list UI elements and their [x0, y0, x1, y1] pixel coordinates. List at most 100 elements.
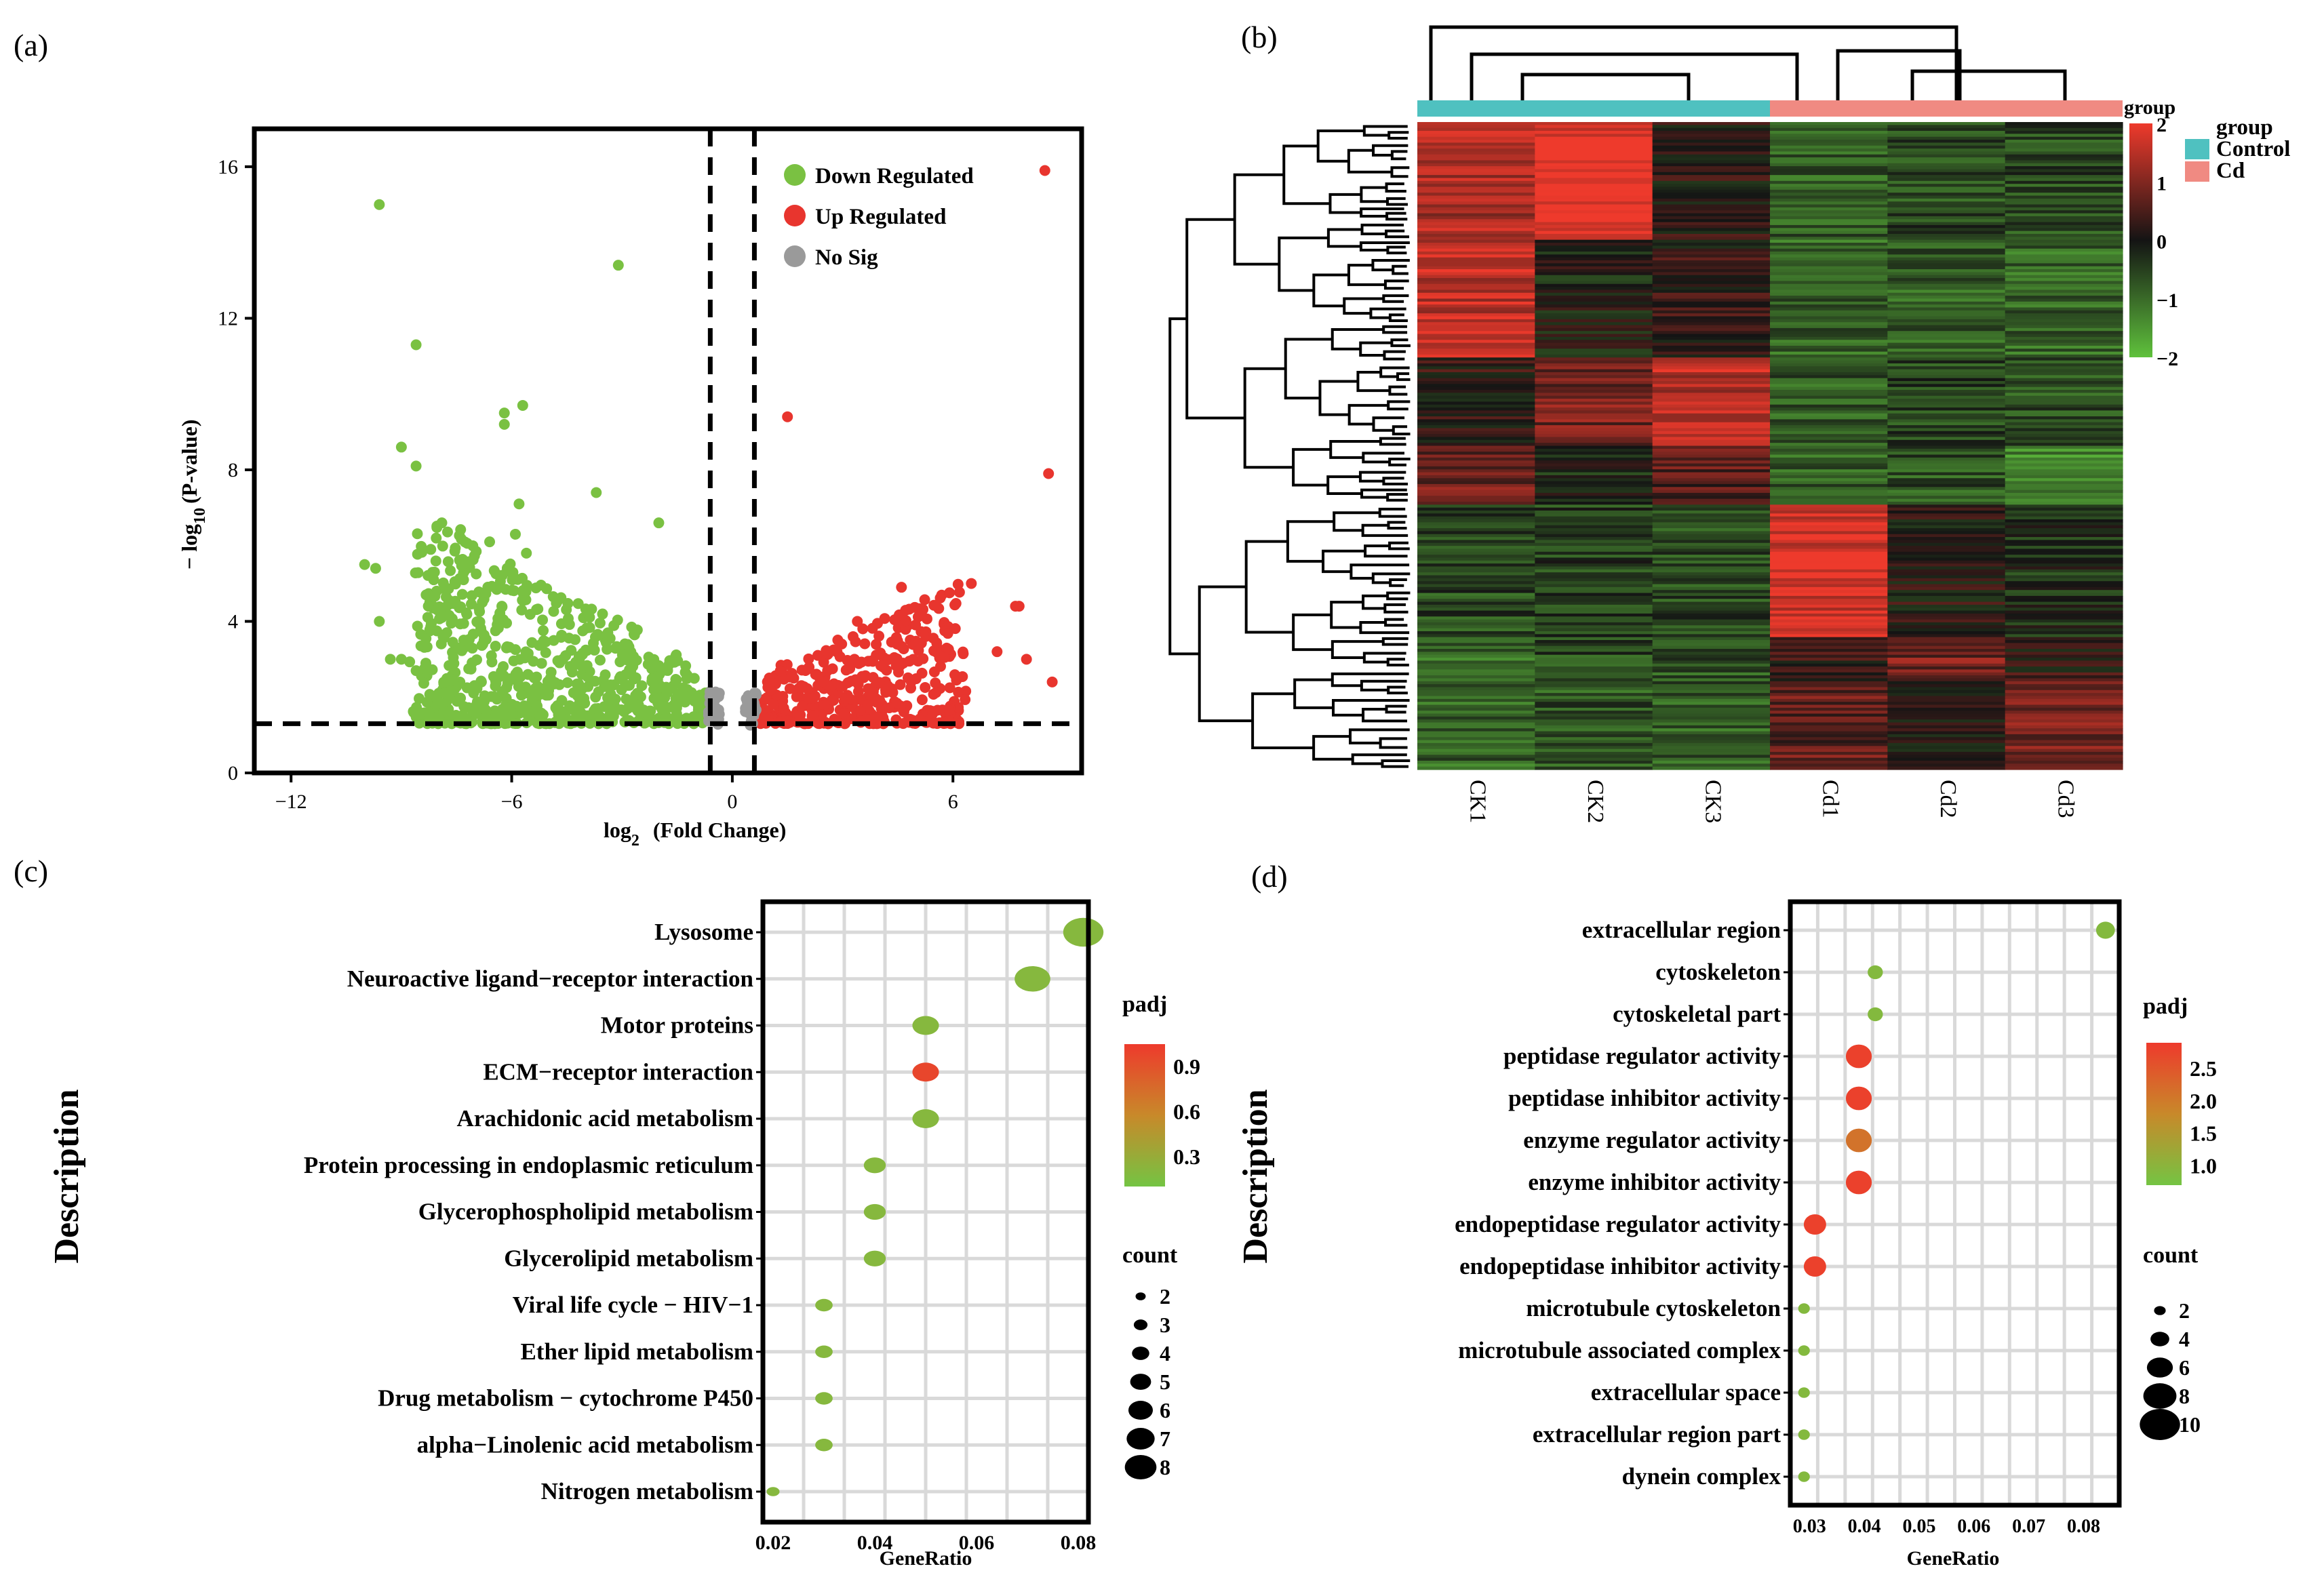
- heatmap-cell: [2005, 345, 2123, 349]
- heatmap-cell: [1535, 272, 1653, 276]
- heatmap-cell: [1417, 310, 1535, 314]
- up-point: [853, 658, 865, 669]
- heatmap-cell: [1652, 619, 1771, 623]
- down-point: [625, 666, 637, 678]
- volcano-y-axis-title: − log10(P-value): [177, 419, 209, 570]
- heatmap-cell: [1535, 557, 1653, 561]
- heatmap-cell: [1770, 713, 1888, 717]
- heatmap-cell: [1652, 599, 1771, 603]
- heatmap-cell: [1535, 593, 1653, 597]
- heatmap-cell: [1887, 652, 2006, 656]
- heatmap-cell: [1535, 148, 1653, 153]
- heatmap-cell: [2005, 472, 2123, 476]
- row-dendrogram-branch: [1390, 166, 1410, 178]
- heatmap-cell: [2005, 604, 2123, 608]
- heatmap-cell: [1652, 134, 1771, 138]
- down-point: [644, 705, 656, 717]
- heatmap-cell: [2005, 610, 2123, 614]
- heatmap-cell: [1535, 528, 1653, 532]
- heatmap-cell: [2005, 233, 2123, 237]
- heatmap-cell: [2005, 375, 2123, 379]
- heatmap-cell: [1417, 175, 1535, 179]
- heatmap-cell: [1887, 224, 2006, 228]
- row-dendrogram-branch: [1382, 294, 1409, 303]
- heatmap-cell: [1770, 319, 1888, 323]
- heatmap-cell: [2005, 702, 2123, 706]
- heatmap-cell: [1535, 696, 1653, 700]
- heatmap-cell: [1770, 127, 1888, 132]
- heatmap-cell: [1652, 483, 1771, 487]
- heatmap-cell: [1770, 175, 1888, 179]
- down-point: [566, 645, 577, 656]
- heatmap-cell: [1887, 672, 2006, 676]
- term-dot: [1798, 1429, 1810, 1440]
- heatmap-cell: [1535, 643, 1653, 647]
- heatmap-cell: [1535, 434, 1653, 438]
- heatmap-cell: [1535, 372, 1653, 376]
- term-label: ECM−receptor interaction: [483, 1058, 753, 1085]
- heatmap-cell: [1887, 310, 2006, 314]
- heatmap-cell: [1535, 734, 1653, 738]
- row-dendrogram-branch: [1384, 618, 1408, 627]
- heatmap-cell: [1417, 248, 1535, 252]
- heatmap-cell: [1770, 413, 1888, 417]
- heatmap-cell: [1770, 351, 1888, 355]
- heatmap-cell: [1770, 390, 1888, 393]
- heatmap-cell: [1535, 252, 1653, 255]
- heatmap-cell: [1770, 122, 1888, 125]
- heatmap-cell: [2005, 719, 2123, 723]
- heatmap-cell: [1652, 704, 1771, 709]
- heatmap-cell: [1652, 242, 1771, 246]
- heatmap-cell: [1652, 658, 1771, 661]
- heatmap-cell: [1535, 551, 1653, 555]
- heatmap-cell: [1887, 749, 2006, 753]
- heatmap-cell: [2005, 595, 2123, 599]
- x-tick-label: 0.05: [1902, 1516, 1935, 1537]
- heatmap-cell: [1770, 616, 1888, 620]
- go-count-title: count: [2143, 1243, 2199, 1268]
- heatmap-cell: [1535, 228, 1653, 232]
- heatmap-cell: [1770, 354, 1888, 358]
- heatmap-cell: [1417, 652, 1535, 656]
- heatmap-cell: [1887, 634, 2006, 638]
- heatmap-cell: [1535, 766, 1653, 770]
- heatmap-cell: [2005, 658, 2123, 661]
- row-dendrogram-branch: [1379, 737, 1408, 749]
- down-point: [507, 567, 518, 579]
- heatmap-cell: [1652, 640, 1771, 643]
- heatmap-cell: [1535, 740, 1653, 744]
- heatmap-cell: [1417, 660, 1535, 664]
- heatmap-cell: [1887, 540, 2006, 544]
- heatmap-cell: [1770, 622, 1888, 626]
- down-point: [454, 694, 466, 705]
- up-point: [890, 632, 902, 643]
- heatmap-cell: [1417, 122, 1535, 125]
- heatmap-cell: [1652, 593, 1771, 597]
- heatmap-cell: [1417, 198, 1535, 202]
- heatmap-cell: [1887, 472, 2006, 476]
- heatmap-cell: [1887, 463, 2006, 467]
- heatmap-cell: [2005, 378, 2123, 382]
- heatmap-cell: [2005, 560, 2123, 564]
- heatmap-cell: [2005, 452, 2123, 456]
- down-point: [601, 629, 612, 641]
- down-point: [568, 660, 579, 671]
- heatmap-cell: [1652, 345, 1771, 349]
- heatmap-cell: [1417, 422, 1535, 426]
- heatmap-cell: [1652, 595, 1771, 599]
- heatmap-cell: [1535, 666, 1653, 671]
- down-point: [491, 710, 503, 721]
- heatmap-cell: [1887, 549, 2006, 553]
- heatmap-cell: [1770, 242, 1888, 246]
- go-padj-colorbar: [2146, 1043, 2182, 1185]
- down-point: [469, 550, 480, 561]
- heatmap-cell: [1652, 283, 1771, 287]
- heatmap-cell: [1770, 593, 1888, 597]
- heatmap-cell: [1770, 742, 1888, 746]
- heatmap-cell: [1770, 586, 1888, 591]
- term-label: Lysosome: [654, 919, 753, 945]
- term-label: microtubule associated complex: [1458, 1337, 1781, 1363]
- heatmap-cell: [1652, 501, 1771, 505]
- heatmap-cell: [1535, 483, 1653, 487]
- heatmap-cell: [1417, 549, 1535, 553]
